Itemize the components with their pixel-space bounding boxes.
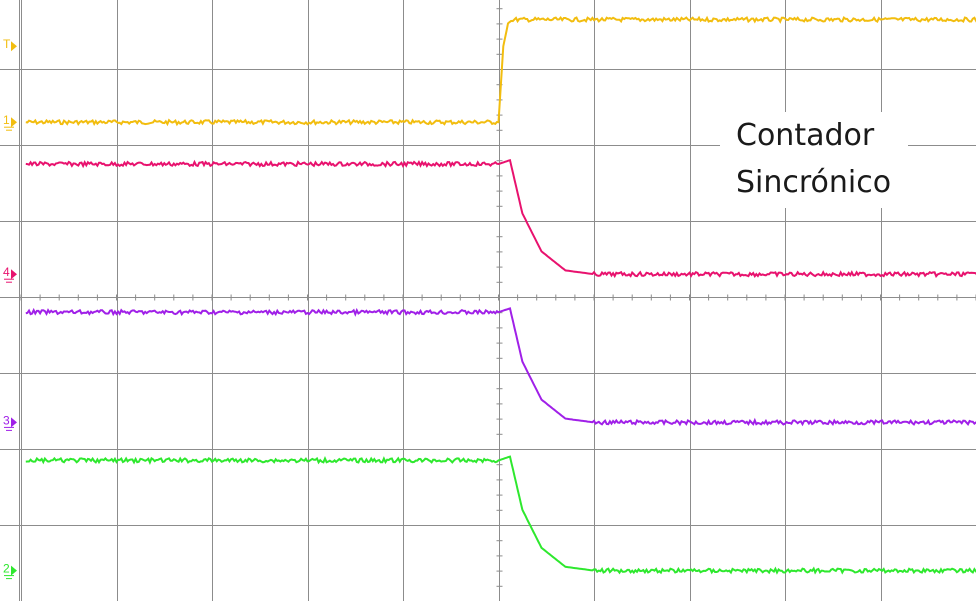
trace-channel-4 — [25, 158, 976, 279]
trace-channel-1 — [25, 15, 976, 127]
annotation-line-1: Contador — [736, 118, 875, 153]
channel-marker-label-T: T — [3, 37, 11, 51]
channel-marker-arrow-3 — [11, 417, 17, 428]
channel-marker-arrow-2 — [11, 565, 17, 576]
channel-marker-label-2: 2 — [3, 562, 10, 576]
trace-channel-3 — [25, 307, 976, 427]
channel-marker-label-4: 4 — [3, 265, 10, 279]
annotation-box: Contador Sincrónico — [720, 112, 908, 208]
channel-marker-arrow-1 — [11, 117, 17, 128]
channel-marker-label-3: 3 — [3, 413, 10, 427]
channel-marker-arrow-T — [11, 41, 17, 52]
channel-marker-arrow-4 — [11, 269, 17, 280]
annotation-line-2: Sincrónico — [736, 165, 892, 200]
trace-channel-2 — [25, 455, 976, 575]
traces — [25, 15, 976, 575]
channel-marker-label-1: 1 — [3, 113, 10, 127]
channel-markers: T 1 4 3 2 — [3, 37, 17, 580]
